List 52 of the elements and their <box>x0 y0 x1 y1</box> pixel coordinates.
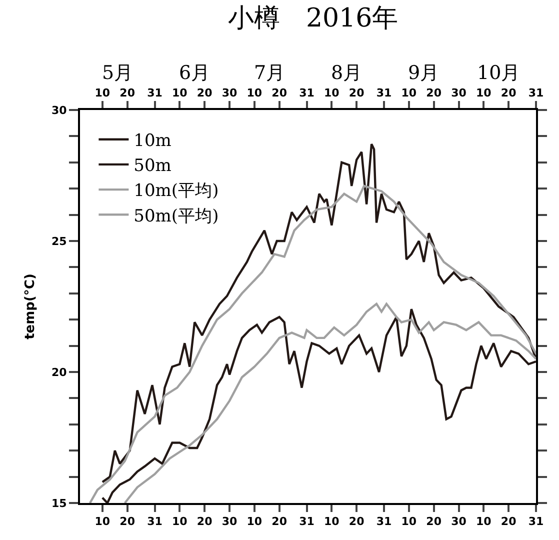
text: 6月 <box>179 62 210 84</box>
text: 9月 <box>408 62 440 84</box>
legend-label: 50m <box>134 156 172 176</box>
x-tick-label: 20 <box>120 86 136 100</box>
text: 7月 <box>254 62 286 84</box>
x-tick-label: 20 <box>272 86 288 100</box>
x-tick-label: 10 <box>94 86 110 100</box>
y-tick-label: 20 <box>51 366 68 379</box>
x2-tick-label: 30 <box>222 515 238 528</box>
text: 8月 <box>331 62 362 84</box>
y-axis-title: temp(°C) <box>22 274 38 340</box>
x2-tick-label: 20 <box>196 515 213 528</box>
x2-tick-label: 10 <box>94 515 110 528</box>
y-tick-label: 15 <box>51 496 67 510</box>
x2-tick-label: 20 <box>348 515 365 528</box>
text: 5月 <box>102 62 134 84</box>
x2-tick-label: 10 <box>476 515 492 528</box>
x-tick-label: 31 <box>147 86 162 100</box>
x-tick-label: 20 <box>348 86 365 100</box>
x-tick-label: 20 <box>426 86 442 100</box>
x-tick-label: 31 <box>528 86 544 100</box>
x-tick-label: 10 <box>246 86 262 100</box>
x2-tick-label: 30 <box>451 515 467 528</box>
x2-tick-label: 31 <box>376 515 392 528</box>
x-tick-label: 20 <box>196 86 213 100</box>
x-tick-label: 30 <box>451 86 467 100</box>
x2-tick-label: 31 <box>299 515 314 528</box>
x-tick-label: 10 <box>476 86 492 100</box>
y-tick-label: 25 <box>51 234 67 248</box>
y-tick-label: 30 <box>51 104 68 117</box>
x2-tick-label: 20 <box>426 515 442 528</box>
x-tick-label: 10 <box>324 86 340 100</box>
legend-label: 10m <box>134 130 172 151</box>
x2-tick-label: 10 <box>401 515 417 528</box>
legend-label: 10m(平均) <box>134 181 219 202</box>
legend-label: 50m(平均) <box>134 206 219 226</box>
x2-tick-label: 20 <box>500 515 517 528</box>
x-tick-label: 10 <box>172 86 188 100</box>
x-tick-label: 30 <box>222 86 238 100</box>
x-tick-label: 10 <box>401 86 417 100</box>
x-tick-label: 20 <box>500 86 517 100</box>
x-tick-label: 31 <box>376 86 392 100</box>
x-tick-label: 31 <box>299 86 314 100</box>
x2-tick-label: 20 <box>120 515 136 528</box>
x2-tick-label: 10 <box>246 515 262 528</box>
x2-tick-label: 10 <box>172 515 188 528</box>
chart-title: 小樽 2016年 <box>228 3 398 34</box>
x2-tick-label: 31 <box>528 515 544 528</box>
x2-tick-label: 10 <box>324 515 340 528</box>
text: 10月 <box>477 62 520 84</box>
x2-tick-label: 31 <box>147 515 162 528</box>
x2-tick-label: 20 <box>272 515 288 528</box>
